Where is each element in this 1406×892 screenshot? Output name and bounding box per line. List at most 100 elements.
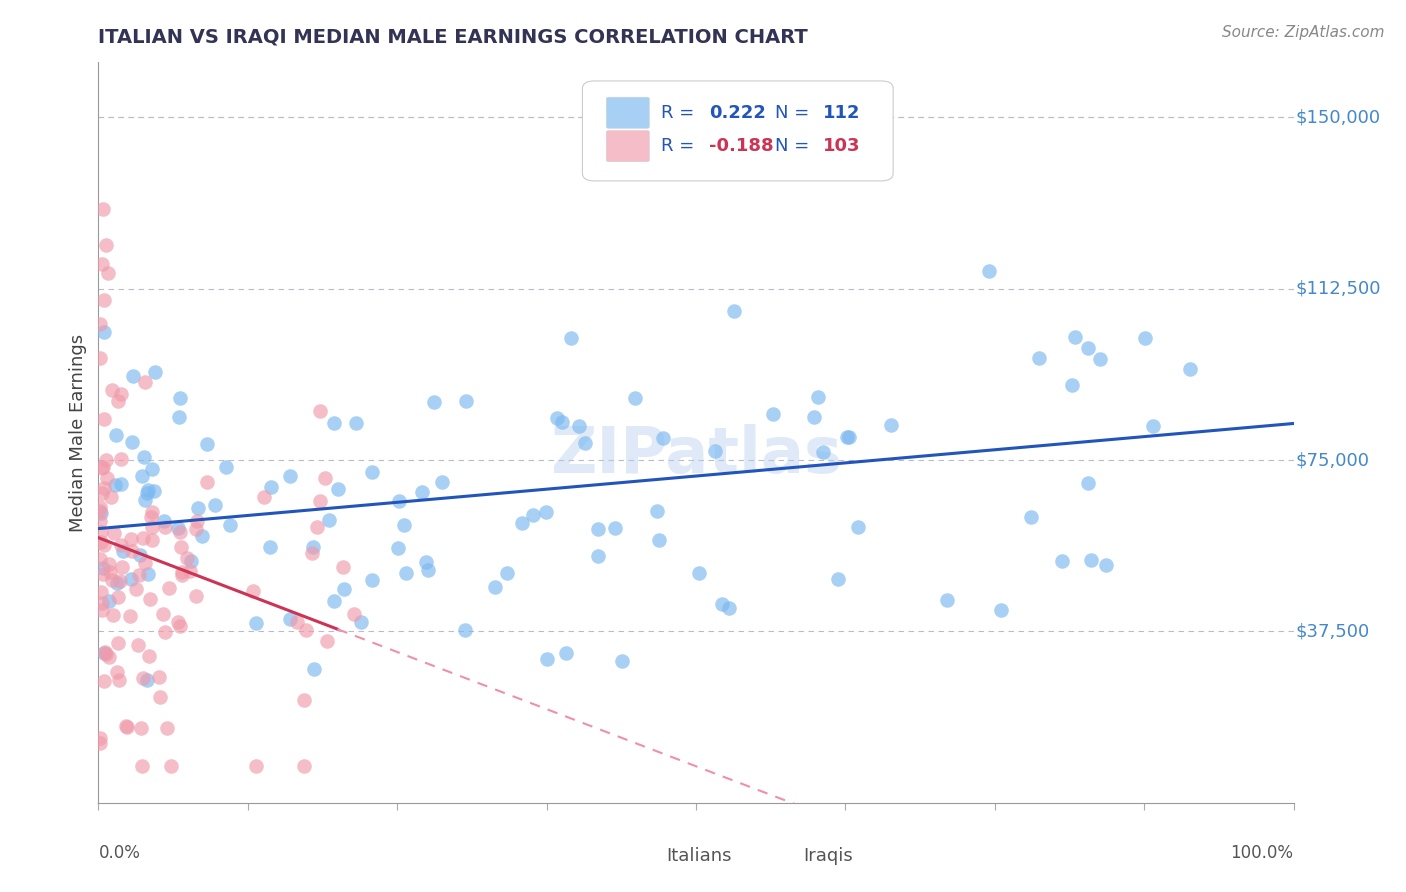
Point — [195, 436, 218, 450]
Point — [115, 720, 138, 734]
FancyBboxPatch shape — [582, 81, 893, 181]
Point — [688, 566, 710, 581]
Text: 100.0%: 100.0% — [1230, 844, 1294, 862]
Point — [432, 475, 454, 489]
Point — [101, 573, 124, 587]
Point — [176, 550, 198, 565]
Point — [121, 369, 143, 384]
Text: R =: R = — [661, 103, 700, 122]
Point — [387, 541, 409, 556]
Point — [179, 565, 201, 579]
Text: Italians: Italians — [666, 847, 731, 865]
Point — [510, 516, 533, 530]
Point — [1050, 553, 1073, 567]
Text: N =: N = — [775, 103, 815, 122]
Point — [156, 721, 179, 735]
Point — [136, 673, 159, 687]
Point — [218, 518, 240, 533]
Point — [242, 584, 264, 599]
Point — [169, 525, 191, 540]
Point — [977, 264, 1000, 278]
Text: R =: R = — [661, 137, 700, 155]
Point — [91, 561, 114, 575]
Point — [361, 465, 384, 479]
Point — [141, 533, 163, 548]
Point — [159, 759, 181, 773]
FancyBboxPatch shape — [606, 97, 650, 128]
FancyBboxPatch shape — [606, 130, 650, 161]
Point — [1062, 378, 1084, 392]
Text: ITALIAN VS IRAQI MEDIAN MALE EARNINGS CORRELATION CHART: ITALIAN VS IRAQI MEDIAN MALE EARNINGS CO… — [98, 28, 808, 47]
Text: Iraqis: Iraqis — [804, 847, 853, 865]
Point — [835, 430, 858, 444]
Point — [309, 494, 332, 508]
Point — [280, 612, 302, 626]
Point — [128, 567, 150, 582]
Point — [159, 582, 181, 596]
Point — [108, 673, 131, 687]
Point — [555, 646, 578, 660]
Point — [326, 483, 349, 497]
Point — [93, 673, 115, 688]
Point — [169, 391, 191, 405]
Point — [551, 415, 574, 429]
Point — [1028, 351, 1050, 365]
Point — [278, 469, 301, 483]
Point — [704, 443, 727, 458]
Point — [90, 585, 112, 599]
Point — [990, 603, 1012, 617]
Point — [1133, 331, 1156, 345]
Point — [107, 591, 129, 605]
Text: $150,000: $150,000 — [1296, 108, 1381, 127]
Point — [315, 633, 337, 648]
Point — [612, 654, 634, 668]
Point — [91, 256, 114, 270]
Point — [603, 521, 626, 535]
Point — [454, 394, 477, 409]
Point — [94, 453, 117, 467]
Point — [423, 395, 446, 409]
Point — [90, 596, 112, 610]
Point — [153, 625, 176, 640]
Point — [418, 563, 440, 577]
Point — [314, 471, 336, 485]
Text: ZIPatlas: ZIPatlas — [550, 424, 842, 486]
Point — [131, 722, 153, 736]
Point — [90, 603, 112, 617]
Point — [94, 238, 117, 252]
Point — [454, 623, 477, 637]
Point — [1077, 341, 1099, 355]
Point — [411, 485, 433, 500]
Point — [152, 607, 174, 622]
Text: -0.188: -0.188 — [709, 137, 773, 155]
Point — [191, 529, 214, 543]
Point — [127, 638, 149, 652]
Point — [110, 538, 132, 552]
Point — [93, 481, 115, 495]
Text: $37,500: $37,500 — [1296, 623, 1371, 640]
Point — [648, 533, 671, 547]
Point — [110, 477, 132, 491]
Point — [259, 541, 281, 555]
Point — [153, 514, 176, 528]
Point — [546, 410, 568, 425]
Point — [309, 403, 332, 417]
Point — [245, 615, 267, 630]
Point — [98, 565, 121, 579]
Point — [89, 736, 111, 750]
Point — [880, 418, 903, 433]
Point — [91, 202, 114, 216]
Point — [91, 566, 114, 581]
Point — [139, 591, 162, 606]
Point — [245, 759, 267, 773]
Point — [395, 566, 418, 580]
Point — [1088, 351, 1111, 366]
Point — [166, 521, 188, 535]
Point — [93, 412, 115, 426]
Point — [120, 609, 142, 624]
Point — [141, 461, 163, 475]
Point — [90, 524, 112, 539]
Text: $75,000: $75,000 — [1296, 451, 1369, 469]
Point — [184, 523, 207, 537]
Point — [89, 317, 111, 331]
